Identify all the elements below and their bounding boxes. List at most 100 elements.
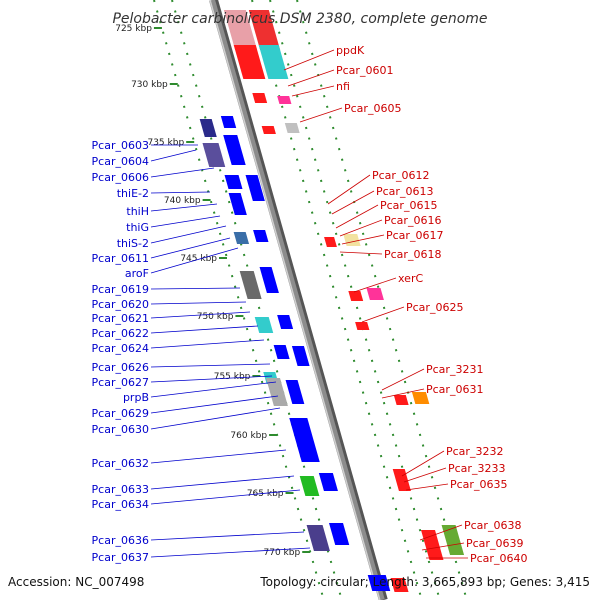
- gene-feature: [299, 476, 320, 496]
- gene-leader-right: [287, 69, 335, 87]
- scale-tick-label: 755 kbp: [214, 372, 251, 382]
- gene-label-left: Pcar_0634: [92, 498, 149, 511]
- gene-leader-right: [283, 49, 335, 71]
- gene-label-left: Pcar_0626: [92, 361, 149, 374]
- gene-label-left: Pcar_0630: [92, 423, 149, 436]
- gene-leader-left: [150, 287, 241, 290]
- gene-leader-right: [421, 542, 465, 551]
- scale-tick-label: 770 kbp: [264, 548, 301, 558]
- gene-feature: [291, 346, 310, 366]
- gene-feature: [258, 45, 289, 79]
- gene-leader-left: [150, 237, 231, 259]
- gene-label-left: prpB: [123, 391, 149, 404]
- gene-label-left: Pcar_0604: [92, 155, 149, 168]
- gene-label-left: Pcar_0637: [92, 551, 149, 564]
- gene-feature: [239, 271, 262, 299]
- gene-feature: [324, 237, 337, 247]
- gene-leader-right: [339, 251, 383, 255]
- gene-leader-right: [361, 306, 405, 323]
- gene-feature: [420, 530, 444, 560]
- gene-feature: [223, 10, 258, 50]
- gene-feature: [228, 193, 247, 215]
- gene-leader-right: [405, 483, 449, 491]
- gene-feature: [265, 378, 288, 406]
- gene-label-right: Pcar_0617: [386, 229, 443, 242]
- gene-leader-left: [150, 547, 311, 558]
- gene-feature: [259, 267, 279, 293]
- gene-label-left: Pcar_0627: [92, 376, 149, 389]
- gene-label-left: Pcar_0619: [92, 283, 149, 296]
- gene-label-right: Pcar_0613: [376, 185, 433, 198]
- gene-leader-right: [299, 107, 343, 123]
- gene-leader-left: [150, 375, 273, 383]
- gene-label-right: Pcar_0618: [384, 248, 441, 261]
- gene-label-right: Pcar_0605: [344, 102, 401, 115]
- gene-label-right: Pcar_0616: [384, 214, 441, 227]
- gene-leader-right: [401, 450, 445, 477]
- gene-label-right: Pcar_0601: [336, 64, 393, 77]
- gene-label-left: Pcar_0636: [92, 534, 149, 547]
- gene-leader-left: [150, 167, 215, 178]
- gene-label-right: xerC: [398, 272, 423, 285]
- gene-feature: [390, 578, 409, 592]
- scale-tick-label: 765 kbp: [247, 489, 284, 499]
- gene-feature: [199, 119, 217, 137]
- scale-tick-label: 735 kbp: [147, 138, 184, 148]
- gene-feature: [411, 392, 430, 404]
- gene-leader-right: [419, 524, 463, 541]
- map-title: Pelobacter carbinolicus DSM 2380, comple…: [112, 11, 487, 27]
- gene-label-left: Pcar_0621: [92, 312, 149, 325]
- gene-labels: Pcar_0603 Pcar_0604 Pcar_0606 thiE-2 thiH thi…: [92, 44, 528, 565]
- gene-leader-left: [150, 191, 211, 194]
- gene-features: [199, 10, 465, 592]
- gene-label-right: Pcar_0615: [380, 199, 437, 212]
- gene-label-left: Pcar_0629: [92, 407, 149, 420]
- gene-leader-left: [150, 339, 265, 349]
- gene-label-right: Pcar_3231: [426, 363, 483, 376]
- gene-label-right: Pcar_0625: [406, 301, 463, 314]
- backbone-highlight: [209, 0, 381, 600]
- gene-feature: [233, 45, 266, 79]
- gene-label-left: Pcar_0624: [92, 342, 149, 355]
- gene-leader-right: [353, 277, 397, 293]
- gene-leader-left: [150, 247, 239, 274]
- gene-feature: [348, 291, 364, 301]
- gene-feature: [277, 96, 292, 104]
- gene-feature: [355, 322, 370, 330]
- gene-feature: [441, 525, 465, 555]
- gene-leader-right: [339, 219, 383, 237]
- gene-label-left: thiH: [126, 205, 149, 218]
- gene-leader-left: [150, 531, 305, 541]
- scale-tick-label: 740 kbp: [164, 196, 201, 206]
- gene-feature: [223, 135, 246, 165]
- gene-label-right: Pcar_0635: [450, 478, 507, 491]
- gene-leader-right: [335, 204, 379, 229]
- gene-leader-left: [150, 489, 301, 505]
- gene-leader-right: [403, 467, 447, 483]
- gene-leader-left: [150, 311, 251, 319]
- gene-feature: [284, 123, 300, 133]
- gene-feature: [289, 418, 320, 462]
- strand-guide-lines: [153, 0, 468, 600]
- gene-leader-left: [150, 149, 197, 162]
- scale-tick-label: 750 kbp: [197, 312, 234, 322]
- gene-feature: [318, 473, 338, 491]
- gene-leader-left: [150, 301, 247, 305]
- label-leader-lines: [150, 49, 468, 559]
- gene-label-left: Pcar_0622: [92, 327, 149, 340]
- gene-label-left: Pcar_0620: [92, 298, 149, 311]
- genome-summary-text: Topology: circular; Length: 3,665,893 bp…: [259, 575, 590, 589]
- gene-feature: [306, 525, 330, 551]
- gene-label-left: Pcar_0611: [92, 252, 149, 265]
- gene-label-left: thiG: [126, 221, 149, 234]
- gene-label-right: nfi: [336, 80, 350, 93]
- gene-leader-left: [150, 215, 221, 228]
- gene-feature: [248, 10, 281, 50]
- gene-label-right: Pcar_0612: [372, 169, 429, 182]
- gene-leader-left: [150, 203, 218, 212]
- gene-label-right: Pcar_0631: [426, 383, 483, 396]
- gene-label-left: aroF: [125, 267, 149, 280]
- gene-label-left: Pcar_0632: [92, 457, 149, 470]
- gene-leader-left: [150, 449, 287, 464]
